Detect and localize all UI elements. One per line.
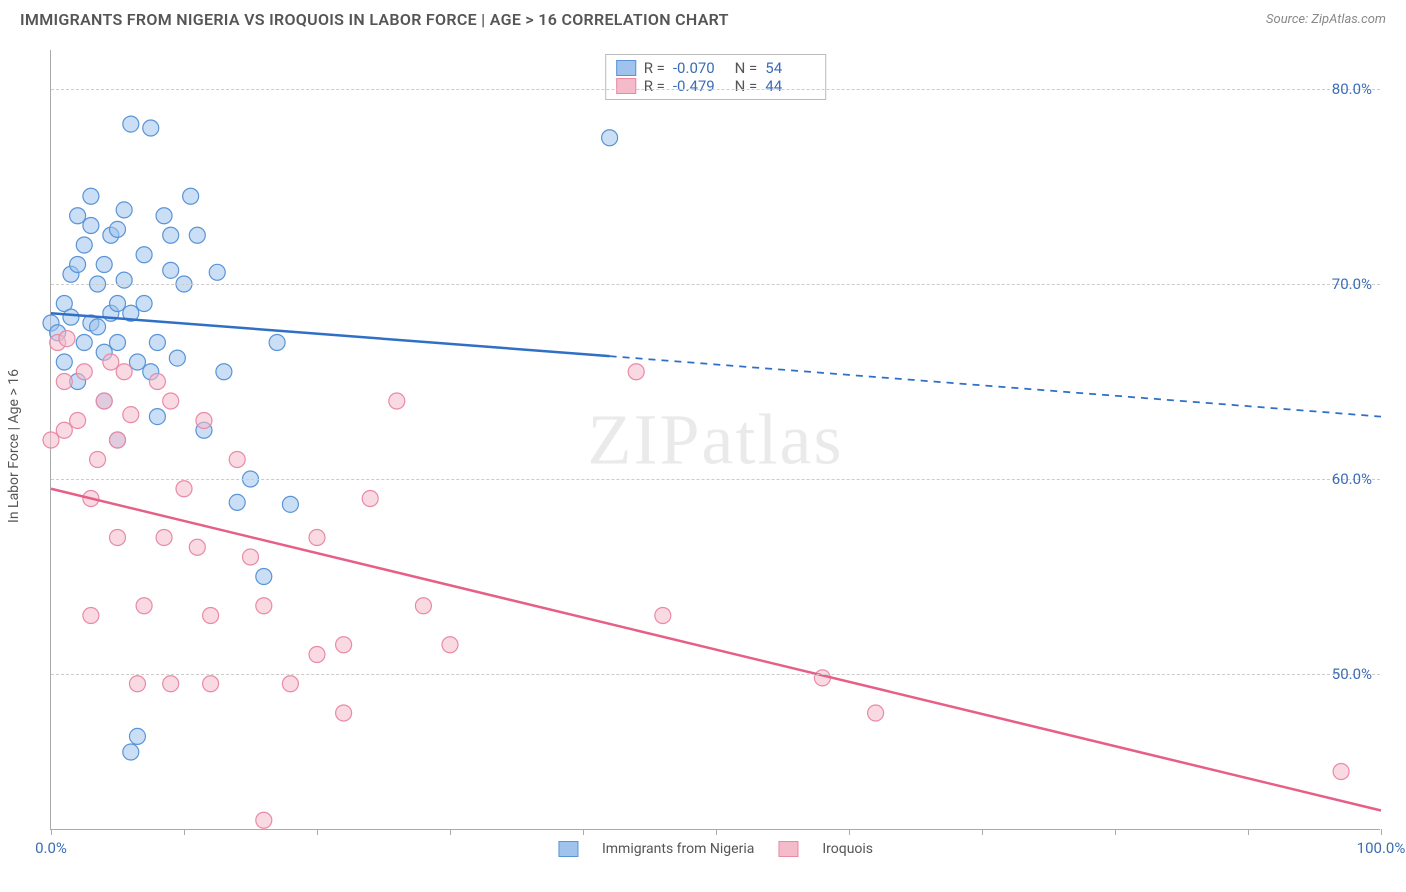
legend-swatch-2: [778, 841, 798, 857]
stats-row-series-1: R = -0.070 N = 54: [616, 59, 816, 77]
n-label: N =: [731, 59, 757, 77]
plot-area: ZIPatlas R = -0.070 N = 54 R = -0.479 N …: [50, 50, 1380, 830]
r-value-1: -0.070: [673, 59, 723, 77]
legend-label-1: Immigrants from Nigeria: [602, 841, 754, 857]
r-label: R =: [644, 59, 665, 77]
source-attribution: Source: ZipAtlas.com: [1266, 12, 1386, 27]
legend-label-2: Iroquois: [822, 841, 873, 857]
n-value-2: 44: [765, 77, 815, 95]
n-value-1: 54: [765, 59, 815, 77]
swatch-series-2: [616, 78, 636, 94]
title-row: IMMIGRANTS FROM NIGERIA VS IROQUOIS IN L…: [0, 10, 1406, 37]
r-label: R =: [644, 77, 665, 95]
swatch-series-1: [616, 60, 636, 76]
n-label: N =: [731, 77, 757, 95]
stats-legend-box: R = -0.070 N = 54 R = -0.479 N = 44: [605, 54, 827, 100]
plot-svg: [51, 50, 1380, 829]
bottom-legend: Immigrants from Nigeria Iroquois: [558, 841, 873, 857]
r-value-2: -0.479: [673, 77, 723, 95]
chart-container: IMMIGRANTS FROM NIGERIA VS IROQUOIS IN L…: [0, 0, 1406, 892]
stats-row-series-2: R = -0.479 N = 44: [616, 77, 816, 95]
legend-swatch-1: [558, 841, 578, 857]
y-axis-title: In Labor Force | Age > 16: [6, 369, 22, 523]
chart-title: IMMIGRANTS FROM NIGERIA VS IROQUOIS IN L…: [20, 10, 729, 29]
